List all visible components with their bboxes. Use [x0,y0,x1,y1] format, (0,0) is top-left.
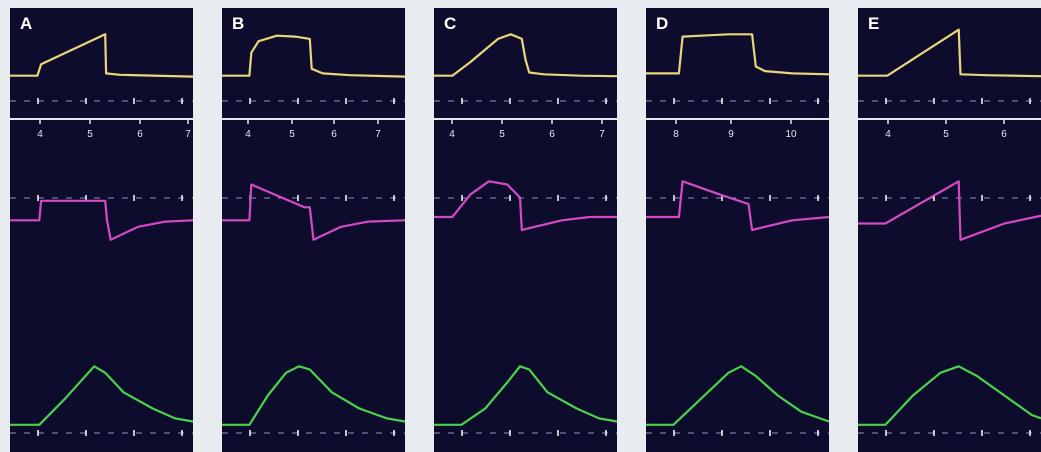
series-1-line [434,180,617,232]
panel-c: C 4 5 6 7 [434,8,617,452]
panel-letter: E [868,14,880,33]
series-1-line [10,199,193,241]
x-tick-label: 10 [785,129,797,140]
x-tick-label: 7 [599,129,605,140]
series-1-line [858,180,1041,241]
x-tick-label: 8 [673,129,679,140]
x-tick-label: 6 [137,129,143,140]
x-tick-label: 7 [375,129,381,140]
x-tick-label: 9 [728,129,734,140]
series-2-line [434,365,617,426]
x-tick-label: 6 [331,129,337,140]
panel-b-plot: 4 5 6 7 [222,34,405,436]
panel-letter: D [656,14,669,33]
series-0-line [858,28,1041,78]
series-2-line [646,365,829,426]
panel-b: B 4 5 6 7 [222,8,405,452]
x-tick-label: 5 [499,129,505,140]
series-1-line [222,183,405,241]
panel-e: E 4 5 6 [858,8,1041,452]
x-tick-label: 6 [1001,129,1007,140]
x-tick-label: 5 [943,129,949,140]
panel-letter: A [20,14,33,33]
x-tick-label: 4 [37,129,43,140]
series-2-line [222,365,405,426]
x-tick-label: 4 [885,129,891,140]
series-0-line [646,33,829,76]
series-0-line [222,34,405,78]
x-tick-label: 4 [245,129,251,140]
x-tick-label: 5 [87,129,93,140]
x-tick-label: 5 [289,129,295,140]
panel-a: A 4 5 6 7 [10,8,193,452]
series-2-line [10,365,193,426]
panel-e-plot: 4 5 6 [858,28,1041,436]
x-tick-label: 6 [549,129,555,140]
panel-c-plot: 4 5 6 7 [434,33,617,436]
series-0-line [10,33,193,78]
x-tick-label: 7 [185,129,191,140]
x-tick-label: 4 [449,129,455,140]
series-0-line [434,33,617,78]
panel-a-plot: 4 5 6 7 [10,33,193,436]
series-2-line [858,365,1041,426]
panel-d-plot: 8 9 10 [646,33,829,436]
panel-letter: B [232,14,245,33]
series-1-line [646,180,829,232]
panel-letter: C [444,14,457,33]
panel-d: D 8 9 10 [646,8,829,452]
